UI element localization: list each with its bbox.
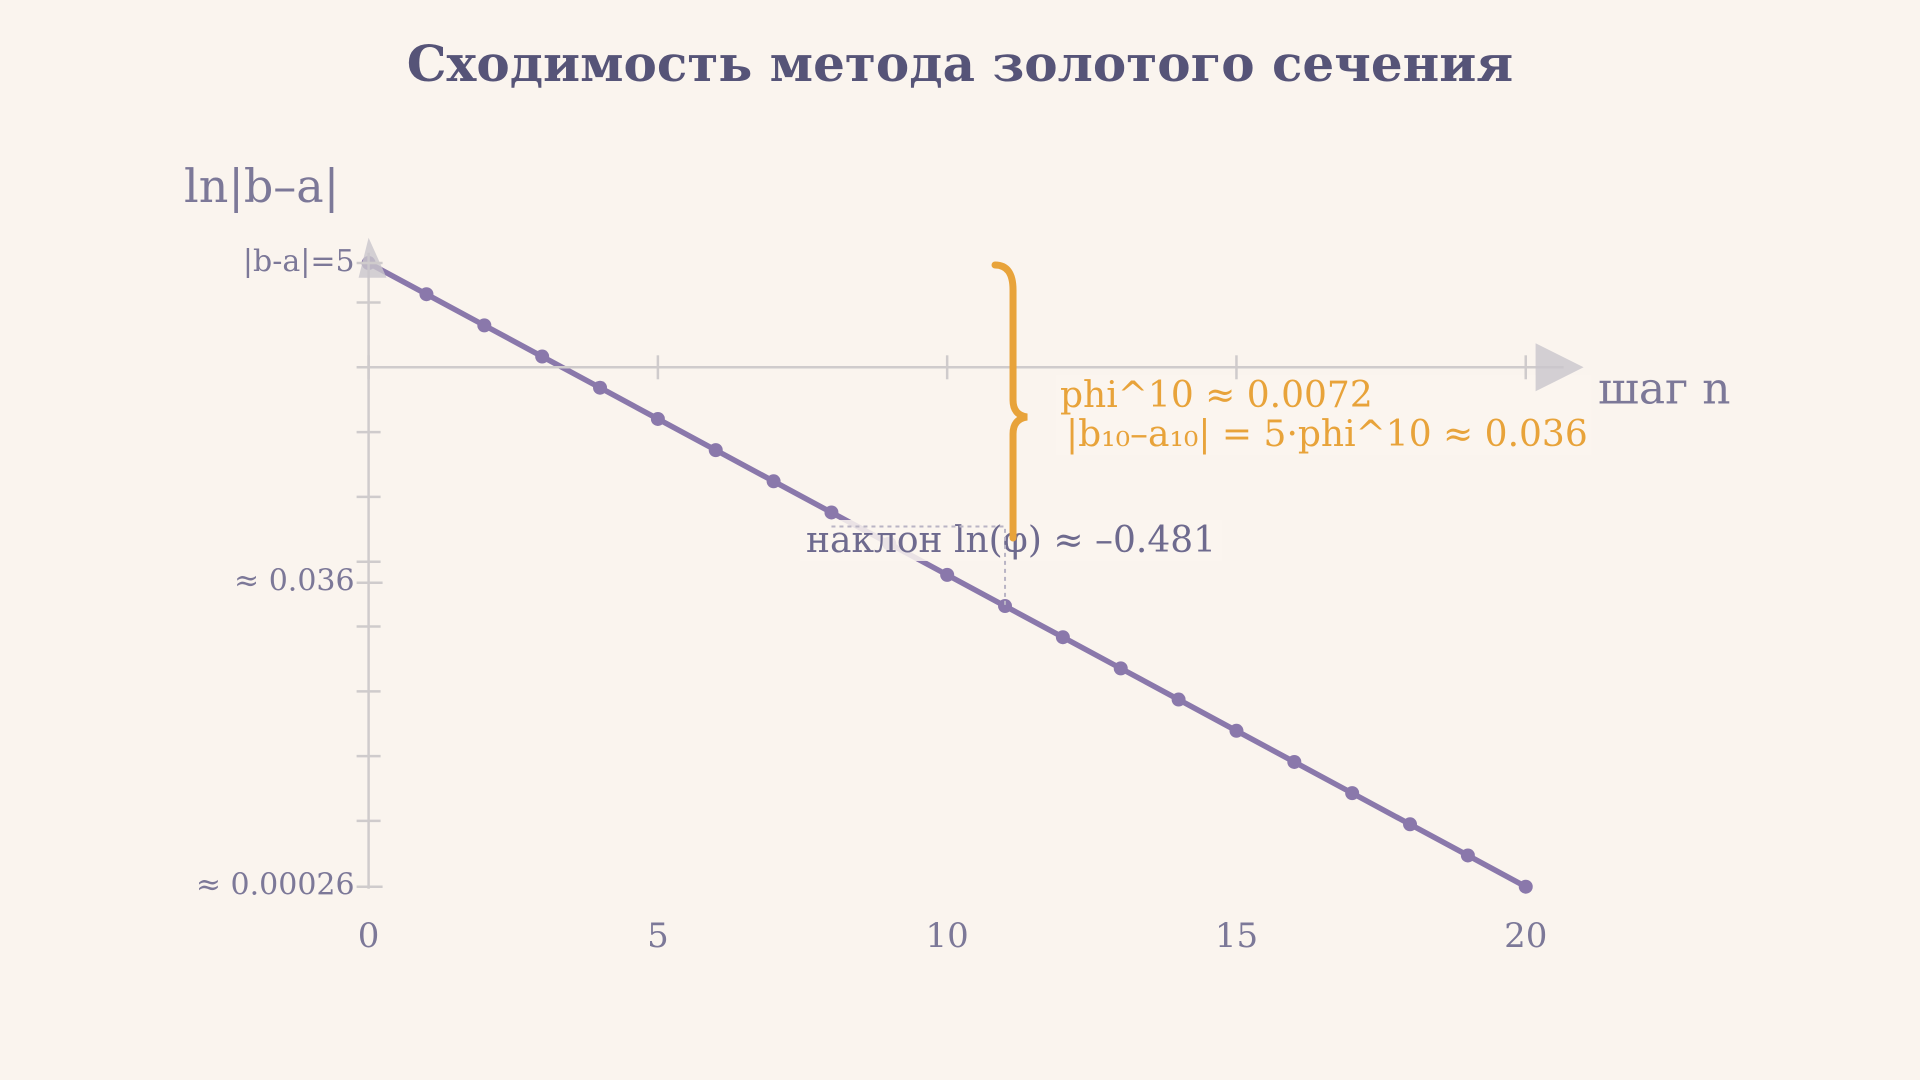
data-point [940, 567, 955, 582]
data-point [1055, 630, 1070, 645]
data-point [708, 443, 723, 458]
data-point [593, 380, 608, 395]
y-axis-arrow [358, 237, 387, 278]
label-backdrop [1056, 375, 1592, 455]
data-point [1287, 754, 1302, 769]
x-tick-label: 15 [1215, 916, 1258, 956]
x-axis-label: шаг n [1598, 364, 1731, 415]
annotation: |b₁₀–a₁₀| = 5·phi^10 ≈ 0.036 [1066, 414, 1588, 455]
x-axis-arrow [1535, 343, 1584, 392]
x-tick-label: 10 [926, 916, 969, 956]
data-point [824, 505, 839, 520]
data-point [419, 287, 434, 302]
data-point [650, 411, 665, 426]
y-tick-label: ≈ 0.036 [234, 564, 355, 599]
slope-guide [831, 525, 1007, 607]
x-tick-label: 0 [358, 916, 380, 956]
data-point [1403, 817, 1418, 832]
chart-title: Сходимость метода золотого сечения [407, 34, 1514, 93]
y-tick-label: ≈ 0.00026 [196, 868, 355, 903]
data-point [535, 349, 550, 364]
data-point [998, 599, 1013, 614]
data-point [1171, 692, 1186, 707]
x-tick-label: 5 [647, 916, 669, 956]
data-point [1113, 661, 1128, 676]
data-point [1518, 879, 1533, 894]
data-point [1460, 848, 1475, 863]
data-point [1229, 723, 1244, 738]
x-tick-label: 20 [1504, 916, 1547, 956]
brace [991, 261, 1028, 542]
y-axis-label: ln|b–a| [184, 159, 339, 213]
data-point [477, 318, 492, 333]
data-point [766, 474, 781, 489]
data-point [1345, 786, 1360, 801]
annotation: phi^10 ≈ 0.0072 [1060, 375, 1373, 416]
y-tick-label: |b-a|=5 [243, 244, 355, 279]
